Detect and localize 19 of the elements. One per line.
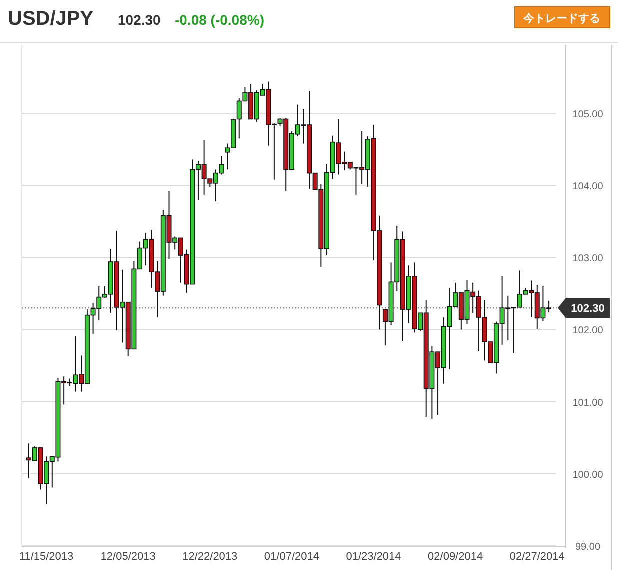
x-tick-label: 12/22/2013 xyxy=(182,551,238,563)
y-tick-label: 105.00 xyxy=(572,109,604,120)
x-tick-label: 02/09/2014 xyxy=(428,551,484,563)
y-tick-label: 102.00 xyxy=(572,326,604,337)
x-tick-label: 01/07/2014 xyxy=(264,551,320,563)
y-tick-label: 100.00 xyxy=(572,470,604,481)
text: 今トレードする xyxy=(522,12,600,25)
text: -0.08 (-0.08%) xyxy=(175,12,264,28)
chart-title: USD/JPY xyxy=(8,8,94,30)
ref-line-label: 102.30 xyxy=(571,303,605,316)
x-tick-label: 01/23/2014 xyxy=(346,551,402,563)
y-tick-label: 101.00 xyxy=(572,398,604,409)
x-tick-label: 02/27/2014 xyxy=(510,551,565,563)
y-tick-label: 103.00 xyxy=(572,254,604,265)
x-tick-label: 11/15/2013 xyxy=(19,551,74,563)
y-tick-label: 99.00 xyxy=(575,542,601,553)
x-tick-label: 12/05/2013 xyxy=(100,551,156,563)
y-tick-label: 104.00 xyxy=(572,182,604,193)
chart-subtitle: 102.30 xyxy=(118,12,162,28)
